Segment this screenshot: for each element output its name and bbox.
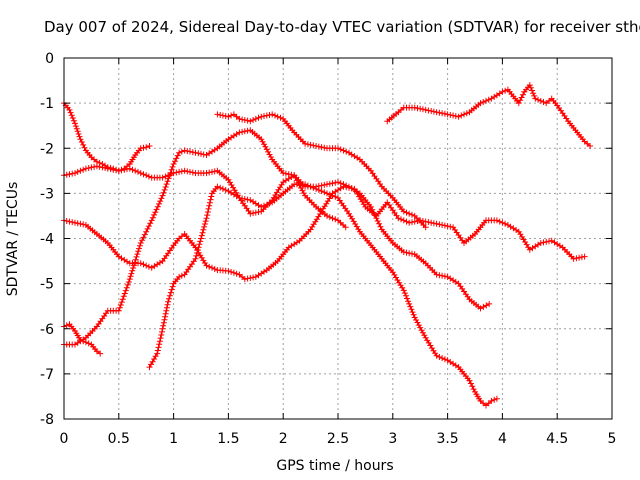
y-tick-label: -6 xyxy=(40,322,54,338)
y-axis-label: SDTVAR / TECUs xyxy=(5,182,21,297)
series-track-7 xyxy=(214,111,429,231)
chart-title: Day 007 of 2024, Sidereal Day-to-day VTE… xyxy=(44,18,640,36)
y-tick-label: -2 xyxy=(40,141,54,157)
series-markers xyxy=(214,111,429,231)
series-line xyxy=(63,185,585,280)
series-markers xyxy=(61,100,153,174)
y-tick-label: -1 xyxy=(40,96,54,112)
x-tick-label: 0.5 xyxy=(108,431,130,447)
series-line xyxy=(386,84,591,147)
x-tick-label: 5 xyxy=(608,431,617,447)
series-markers xyxy=(146,181,500,409)
x-tick-label: 0 xyxy=(60,431,69,447)
y-tick-label: -7 xyxy=(40,367,54,383)
series-line xyxy=(148,183,498,407)
y-tick-label: -5 xyxy=(40,277,54,293)
series-layer xyxy=(61,82,594,409)
x-tick-label: 1.5 xyxy=(217,431,239,447)
series-track-6 xyxy=(146,181,500,409)
y-tick-label: -4 xyxy=(40,232,54,248)
x-tick-label: 3.5 xyxy=(436,431,458,447)
x-axis-label: GPS time / hours xyxy=(276,458,393,474)
y-tick-label: -3 xyxy=(40,186,54,202)
series-track-1 xyxy=(61,100,153,174)
y-axis: 0 -1 -2 -3 -4 -5 -6 -7 -8 xyxy=(40,51,612,428)
x-tick-label: 3 xyxy=(388,431,397,447)
grid xyxy=(64,58,612,419)
series-track-8 xyxy=(384,82,594,149)
y-tick-label: 0 xyxy=(45,51,54,67)
x-tick-label: 2 xyxy=(279,431,288,447)
x-tick-label: 2.5 xyxy=(327,431,349,447)
series-track-3 xyxy=(61,183,588,283)
x-tick-label: 4.5 xyxy=(546,431,568,447)
x-tick-label: 1 xyxy=(169,431,178,447)
series-markers xyxy=(61,183,588,283)
y-tick-label: -8 xyxy=(40,412,54,428)
x-axis: 0 0.5 1 1.5 2 2.5 3 3.5 4 4.5 5 xyxy=(60,58,617,447)
x-tick-label: 4 xyxy=(498,431,507,447)
series-markers xyxy=(384,82,594,149)
